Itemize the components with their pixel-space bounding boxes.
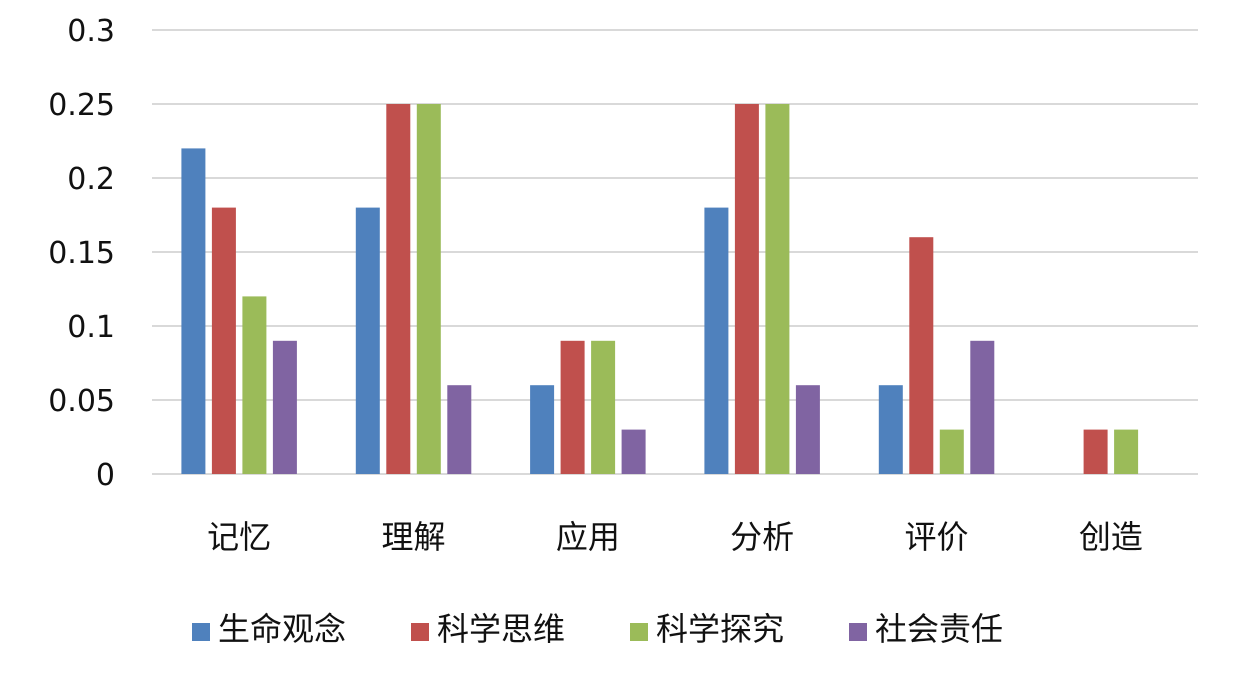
legend-label: 科学思维 xyxy=(437,610,565,648)
legend-swatch xyxy=(192,623,210,641)
x-axis-categories: 记忆 理解 应用 分析 评价 创造 xyxy=(207,518,1143,556)
bar-生命观念-记忆 xyxy=(181,148,206,474)
legend-label: 科学探究 xyxy=(656,610,784,648)
bar-生命观念-评价 xyxy=(878,385,903,474)
legend-label: 社会责任 xyxy=(875,610,1003,648)
legend-swatch xyxy=(849,623,867,641)
bar-社会责任-应用 xyxy=(621,429,646,474)
y-tick-label: 0.25 xyxy=(48,88,115,123)
bar-科学思维-创造 xyxy=(1083,429,1108,474)
y-tick-label: 0.3 xyxy=(67,14,115,49)
x-category-label: 记忆 xyxy=(207,518,271,556)
bar-社会责任-评价 xyxy=(970,340,995,474)
bar-科学探究-理解 xyxy=(416,104,441,474)
bar-科学思维-记忆 xyxy=(211,207,236,474)
bar-科学探究-创造 xyxy=(1114,429,1139,474)
bar-科学思维-理解 xyxy=(386,104,411,474)
y-tick-label: 0.05 xyxy=(48,384,115,419)
legend-label: 生命观念 xyxy=(218,610,346,648)
x-category-label: 理解 xyxy=(381,518,445,556)
bar-科学探究-应用 xyxy=(591,340,616,474)
bar-科学思维-分析 xyxy=(734,104,759,474)
bar-社会责任-分析 xyxy=(795,385,820,474)
bar-科学思维-应用 xyxy=(560,340,585,474)
legend: 生命观念 科学思维 科学探究 社会责任 xyxy=(192,610,1003,648)
x-category-label: 创造 xyxy=(1079,518,1143,556)
y-tick-label: 0.15 xyxy=(48,236,115,271)
x-category-label: 评价 xyxy=(904,518,968,556)
y-tick-label: 0.1 xyxy=(67,310,115,345)
x-category-label: 分析 xyxy=(730,518,794,556)
bar-科学探究-记忆 xyxy=(242,296,267,474)
y-tick-label: 0 xyxy=(96,458,115,493)
y-axis-ticks: 0 0.05 0.1 0.15 0.2 0.25 0.3 xyxy=(48,14,115,493)
bar-社会责任-理解 xyxy=(447,385,472,474)
bar-生命观念-理解 xyxy=(355,207,380,474)
bars xyxy=(181,104,1139,474)
bar-社会责任-记忆 xyxy=(272,340,297,474)
bar-科学思维-评价 xyxy=(909,237,934,474)
legend-swatch xyxy=(630,623,648,641)
bar-生命观念-应用 xyxy=(530,385,555,474)
bar-科学探究-评价 xyxy=(939,429,964,474)
gridlines xyxy=(152,29,1198,475)
bar-科学探究-分析 xyxy=(765,104,790,474)
bar-生命观念-分析 xyxy=(704,207,729,474)
legend-swatch xyxy=(411,623,429,641)
x-category-label: 应用 xyxy=(556,518,620,556)
y-tick-label: 0.2 xyxy=(67,162,115,197)
